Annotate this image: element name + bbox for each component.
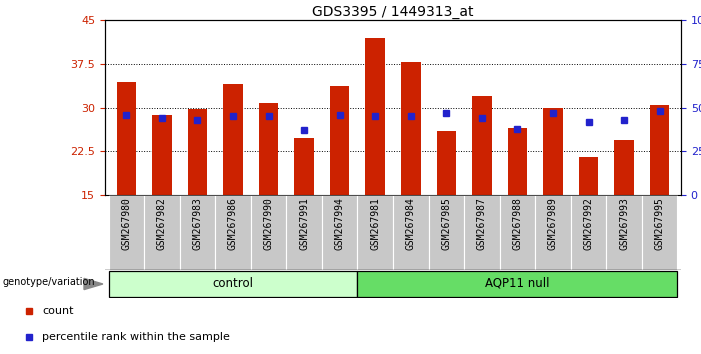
Bar <box>330 86 349 195</box>
Text: GSM267990: GSM267990 <box>264 197 273 250</box>
Bar <box>365 38 385 195</box>
Text: GSM267992: GSM267992 <box>583 197 594 250</box>
Bar <box>464 195 500 270</box>
Bar <box>251 195 286 270</box>
Text: control: control <box>212 277 254 290</box>
Polygon shape <box>84 278 103 290</box>
Bar <box>322 195 358 270</box>
Text: percentile rank within the sample: percentile rank within the sample <box>42 332 230 342</box>
Bar <box>437 131 456 195</box>
Text: genotype/variation: genotype/variation <box>2 277 95 287</box>
Bar <box>358 272 677 297</box>
Bar <box>109 272 358 297</box>
Bar <box>109 195 144 270</box>
Text: GSM267982: GSM267982 <box>157 197 167 250</box>
Bar <box>215 195 251 270</box>
Bar <box>500 195 536 270</box>
Text: GSM267981: GSM267981 <box>370 197 380 250</box>
Text: GSM267980: GSM267980 <box>121 197 131 250</box>
Bar <box>614 139 634 195</box>
Text: GSM267989: GSM267989 <box>548 197 558 250</box>
Bar <box>116 82 136 195</box>
Text: GSM267995: GSM267995 <box>655 197 665 250</box>
Bar <box>401 62 421 195</box>
Bar <box>606 195 642 270</box>
Bar <box>188 109 207 195</box>
Title: GDS3395 / 1449313_at: GDS3395 / 1449313_at <box>312 5 474 19</box>
Bar <box>508 128 527 195</box>
Text: GSM267984: GSM267984 <box>406 197 416 250</box>
Bar <box>179 195 215 270</box>
Bar <box>358 195 393 270</box>
Text: GSM267987: GSM267987 <box>477 197 487 250</box>
Bar <box>393 195 428 270</box>
Text: GSM267991: GSM267991 <box>299 197 309 250</box>
Bar <box>223 84 243 195</box>
Text: count: count <box>42 306 74 316</box>
Bar <box>294 138 314 195</box>
Text: GSM267993: GSM267993 <box>619 197 629 250</box>
Text: GSM267986: GSM267986 <box>228 197 238 250</box>
Bar <box>286 195 322 270</box>
Text: GSM267988: GSM267988 <box>512 197 522 250</box>
Bar <box>543 108 563 195</box>
Text: GSM267994: GSM267994 <box>334 197 345 250</box>
Bar <box>472 96 491 195</box>
Bar <box>571 195 606 270</box>
Bar <box>259 103 278 195</box>
Text: GSM267983: GSM267983 <box>193 197 203 250</box>
Bar <box>579 157 599 195</box>
Bar <box>428 195 464 270</box>
Bar <box>650 104 669 195</box>
Text: AQP11 null: AQP11 null <box>485 277 550 290</box>
Bar <box>144 195 179 270</box>
Bar <box>536 195 571 270</box>
Bar <box>642 195 677 270</box>
Bar <box>152 114 172 195</box>
Text: GSM267985: GSM267985 <box>442 197 451 250</box>
